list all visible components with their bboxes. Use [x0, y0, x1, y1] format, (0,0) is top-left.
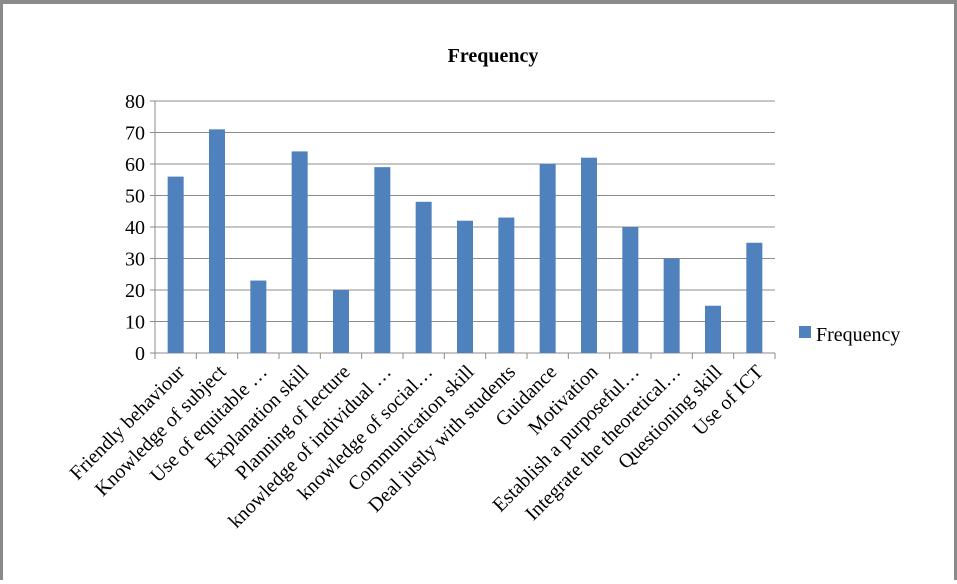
bar	[457, 220, 473, 353]
bar	[581, 157, 597, 353]
bar-chart: Frequency 0 10 20 30 40 50 60 70 80 Friendly beh…	[66, 45, 901, 533]
bar	[705, 305, 721, 353]
bar	[167, 176, 184, 353]
legend-swatch	[799, 326, 811, 338]
bar	[746, 242, 763, 353]
y-tick-label: 0	[135, 343, 145, 365]
y-tick-label: 20	[125, 280, 145, 302]
bar	[209, 129, 225, 353]
bar	[663, 258, 680, 353]
y-tick-label: 70	[125, 123, 145, 145]
y-tick-label: 80	[125, 91, 145, 113]
bar	[415, 201, 432, 353]
bar	[333, 290, 349, 353]
bar	[539, 164, 556, 353]
y-tick-label: 40	[125, 217, 145, 239]
legend: Frequency	[799, 324, 900, 346]
bar	[498, 217, 515, 353]
y-tick-label: 50	[125, 186, 145, 208]
legend-label: Frequency	[816, 324, 900, 346]
y-tick-label: 10	[125, 312, 145, 334]
y-tick-labels: 0 10 20 30 40 50 60 70 80	[125, 91, 145, 365]
chart-title: Frequency	[448, 45, 539, 67]
bar	[250, 280, 267, 353]
bar	[622, 227, 639, 353]
y-tick-label: 60	[125, 154, 145, 176]
y-tick-label: 30	[125, 249, 145, 271]
bar	[291, 151, 308, 353]
bar	[374, 167, 391, 353]
bars	[167, 129, 763, 353]
